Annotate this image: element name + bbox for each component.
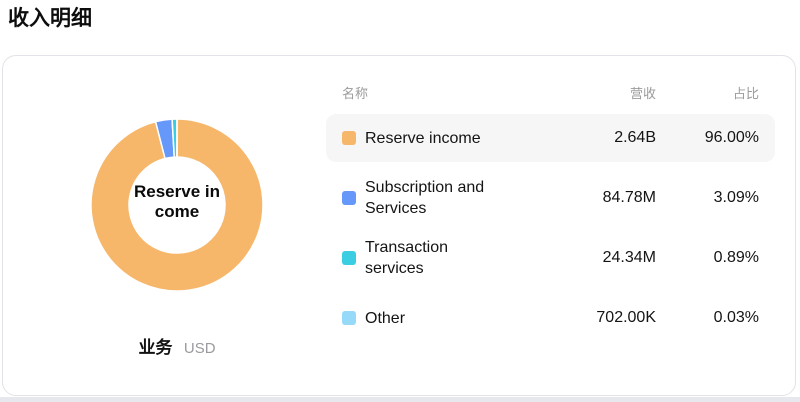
table-row[interactable]: Reserve income 2.64B 96.00% — [326, 114, 775, 162]
chart-footer: 业务 USD — [37, 337, 317, 360]
share-value: 3.09% — [713, 189, 759, 206]
category-name: Other — [365, 309, 406, 327]
business-label: 业务 — [138, 338, 173, 357]
share-value: 96.00% — [704, 129, 759, 146]
next-section-edge — [0, 397, 800, 402]
column-header-share: 占比 — [732, 85, 759, 101]
table-header-row: 名称 营收 占比 — [326, 84, 775, 101]
pie-slice-1[interactable] — [90, 118, 264, 292]
legend-table: 名称 营收 占比 Reserve income 2.64B 96.00% Subscr… — [326, 84, 775, 354]
legend-table-rows: Reserve income 2.64B 96.00% Subscription an… — [326, 114, 775, 342]
revenue-value: 702.00K — [596, 309, 656, 326]
category-name: Subscription and Services — [365, 179, 485, 217]
column-header-name: 名称 — [342, 85, 369, 101]
category-name: Reserve income — [365, 129, 481, 147]
currency-unit-label: USD — [183, 340, 216, 357]
revenue-value: 24.34M — [602, 249, 656, 266]
revenue-value: 84.78M — [602, 189, 656, 206]
share-value: 0.89% — [713, 249, 759, 266]
legend-swatch — [342, 191, 356, 205]
table-row[interactable]: Other 702.00K 0.03% — [326, 294, 775, 342]
table-row[interactable]: Transaction services 24.34M 0.89% — [326, 234, 775, 282]
legend-swatch — [342, 311, 356, 325]
page-title: 收入明细 — [8, 7, 92, 30]
donut-chart-wrap — [87, 115, 267, 295]
donut-chart — [90, 118, 264, 292]
share-value: 0.03% — [713, 309, 759, 326]
category-name: Transaction services — [365, 239, 448, 277]
revenue-value: 2.64B — [614, 129, 656, 146]
column-header-revenue: 营收 — [629, 85, 656, 101]
table-row[interactable]: Subscription and Services 84.78M 3.09% — [326, 174, 775, 222]
legend-swatch — [342, 131, 356, 145]
income-detail-card: Reserve in come 业务 USD 名称 营收 占比 Reserve … — [2, 55, 796, 396]
legend-swatch — [342, 251, 356, 265]
